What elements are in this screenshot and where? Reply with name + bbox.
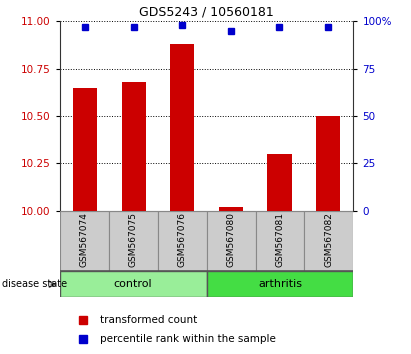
- Bar: [305, 211, 353, 271]
- Bar: [60, 271, 206, 297]
- Bar: [219, 207, 243, 211]
- Bar: [206, 211, 256, 271]
- Bar: [73, 87, 97, 211]
- Text: control: control: [114, 279, 152, 289]
- Bar: [122, 82, 146, 211]
- Bar: [267, 154, 291, 211]
- Text: transformed count: transformed count: [100, 315, 197, 325]
- Bar: [170, 44, 194, 211]
- Bar: [256, 211, 305, 271]
- Text: arthritis: arthritis: [258, 279, 302, 289]
- Bar: [157, 211, 206, 271]
- Title: GDS5243 / 10560181: GDS5243 / 10560181: [139, 6, 274, 19]
- Text: GSM567080: GSM567080: [226, 212, 236, 267]
- Text: GSM567082: GSM567082: [324, 212, 333, 267]
- Text: GSM567074: GSM567074: [80, 212, 89, 267]
- Bar: [316, 116, 340, 211]
- Bar: [109, 211, 157, 271]
- Text: percentile rank within the sample: percentile rank within the sample: [100, 333, 276, 344]
- Text: GSM567081: GSM567081: [275, 212, 284, 267]
- Text: GSM567075: GSM567075: [129, 212, 138, 267]
- Text: GSM567076: GSM567076: [178, 212, 187, 267]
- Text: disease state: disease state: [2, 279, 67, 289]
- Bar: [60, 211, 109, 271]
- Bar: [206, 271, 353, 297]
